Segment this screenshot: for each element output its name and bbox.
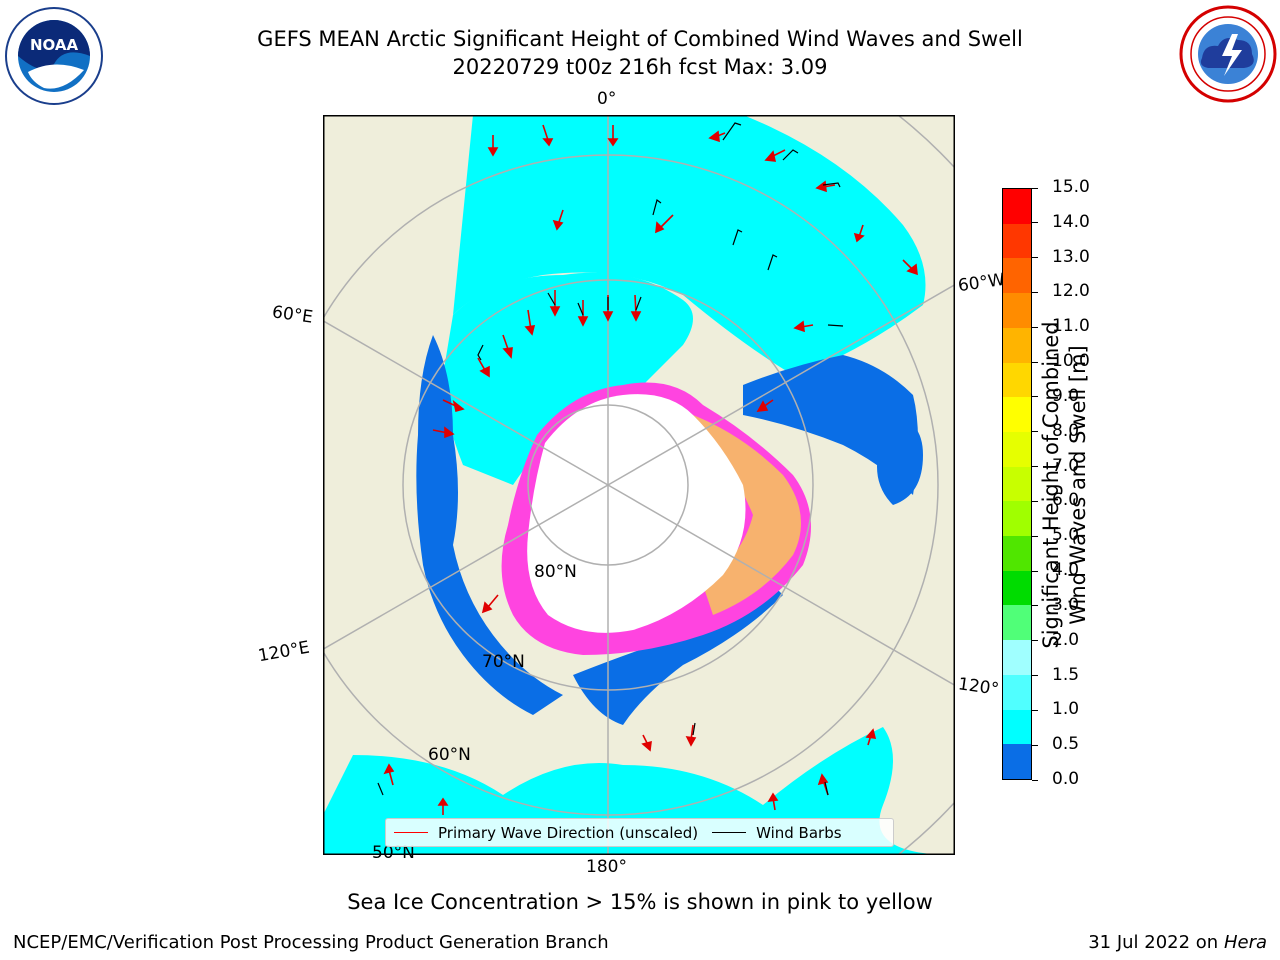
colorbar-segment: [1003, 605, 1031, 641]
legend-wave-label: Primary Wave Direction (unscaled): [438, 823, 699, 842]
colorbar-tick-label: 9.0: [1052, 385, 1080, 406]
ocean-barents-kara: [443, 272, 693, 485]
wave-direction-swatch: [394, 832, 428, 833]
chart-subtitle: 20220729 t00z 216h fcst Max: 3.09: [452, 55, 828, 79]
colorbar: [1002, 188, 1032, 780]
colorbar-tick-label: 1.0: [1052, 699, 1080, 720]
colorbar-segment: [1003, 293, 1031, 328]
ocean-north-atlantic: [453, 115, 926, 375]
colorbar-label: Significant Height of Combined Wind Wave…: [1038, 275, 1092, 695]
colorbar-tick-mark: [1032, 187, 1038, 189]
colorbar-tick-mark: [1032, 431, 1038, 433]
colorbar-tick-label: 7.0: [1052, 455, 1080, 476]
legend-barb-label: Wind Barbs: [756, 823, 842, 842]
colorbar-tick-mark: [1032, 744, 1038, 746]
colorbar-segment: [1003, 674, 1031, 710]
colorbar-tick-label: 3.0: [1052, 594, 1080, 615]
colorbar-tick-mark: [1032, 466, 1038, 468]
map-frame: [323, 115, 955, 855]
colorbar-tick-label: 8.0: [1052, 420, 1080, 441]
lon-label-60w: 60°W: [956, 269, 1007, 297]
colorbar-tick-label: 13.0: [1052, 246, 1090, 267]
colorbar-tick-label: 14.0: [1052, 211, 1090, 232]
colorbar-tick-label: 6.0: [1052, 490, 1080, 511]
colorbar-segment: [1003, 397, 1031, 432]
wave-zone-low-baffin: [743, 355, 918, 495]
polar-map: [323, 115, 955, 855]
colorbar-segment: [1003, 744, 1031, 779]
colorbar-tick-mark: [1032, 605, 1038, 607]
colorbar-segment: [1003, 640, 1031, 675]
colorbar-tick-mark: [1032, 535, 1038, 537]
footer-producer: NCEP/EMC/Verification Post Processing Pr…: [13, 932, 609, 953]
colorbar-label-line2: Wind Waves and Swell [m]: [1066, 345, 1090, 625]
colorbar-tick-mark: [1032, 361, 1038, 363]
colorbar-tick-mark: [1032, 396, 1038, 398]
colorbar-tick-label: 15.0: [1052, 177, 1090, 197]
lat-label-50n: 50°N: [372, 843, 415, 863]
colorbar-segment: [1003, 431, 1031, 467]
colorbar-tick-mark: [1032, 291, 1038, 293]
colorbar-tick-mark: [1032, 500, 1038, 502]
colorbar-segment: [1003, 466, 1031, 502]
chart-title: GEFS MEAN Arctic Significant Height of C…: [257, 27, 1023, 51]
sea-ice-note: Sea Ice Concentration > 15% is shown in …: [347, 890, 933, 914]
colorbar-tick-label: 0.0: [1052, 769, 1080, 789]
colorbar-tick-label: 0.5: [1052, 734, 1080, 755]
wind-barbs: [377, 122, 844, 796]
colorbar-tick-mark: [1032, 779, 1038, 781]
colorbar-tick-label: 11.0: [1052, 316, 1090, 337]
colorbar-segment: [1003, 258, 1031, 294]
colorbar-tick-label: 5.0: [1052, 525, 1080, 546]
footer-timestamp: 31 Jul 2022 on Hera: [1088, 932, 1267, 953]
colorbar-segment: [1003, 570, 1031, 606]
colorbar-tick-mark: [1032, 222, 1038, 224]
lon-label-120w: 120°: [956, 674, 1001, 700]
colorbar-segment: [1003, 362, 1031, 398]
noaa-logo-icon: NOAA: [4, 6, 104, 106]
colorbar-segment: [1003, 501, 1031, 537]
lat-label-70n: 70°N: [482, 652, 525, 672]
map-svg: [323, 115, 955, 855]
colorbar-ticks: 15.0 14.0 13.0 12.0 11.0 10.0 9.0 8.0 7.0 6.0 5.0 4…: [1032, 177, 1102, 789]
lon-label-0: 0°: [597, 89, 617, 109]
lon-label-60e: 60°E: [270, 302, 315, 328]
lon-label-120e: 120°E: [256, 637, 312, 667]
sea-ice-interior: [693, 415, 801, 615]
map-legend: Primary Wave Direction (unscaled) Wind B…: [385, 818, 894, 847]
nws-logo-icon: [1178, 4, 1278, 104]
colorbar-segment: [1003, 709, 1031, 745]
colorbar-tick-label: 10.0: [1052, 351, 1090, 372]
sea-ice-core: [527, 394, 746, 633]
colorbar-tick-mark: [1032, 570, 1038, 572]
colorbar-segment: [1003, 189, 1031, 224]
colorbar-tick-label: 2.0: [1052, 629, 1080, 650]
colorbar-tick-mark: [1032, 709, 1038, 711]
colorbar-tick-label: 1.5: [1052, 664, 1080, 685]
lat-label-60n: 60°N: [428, 745, 471, 765]
colorbar-tick-mark: [1032, 640, 1038, 642]
footer-machine: Hera: [1223, 932, 1267, 953]
colorbar-tick-label: 12.0: [1052, 281, 1090, 302]
colorbar-tick-mark: [1032, 675, 1038, 677]
noaa-text: NOAA: [29, 36, 79, 54]
colorbar-segment: [1003, 223, 1031, 259]
wave-zone-low-hudson: [877, 415, 923, 505]
colorbar-segment: [1003, 327, 1031, 363]
lat-label-80n: 80°N: [534, 562, 577, 582]
colorbar-tick-label: 4.0: [1052, 560, 1080, 581]
colorbar-tick-mark: [1032, 257, 1038, 259]
lon-label-180: 180°: [586, 857, 627, 877]
colorbar-segment: [1003, 536, 1031, 571]
colorbar-label-line1: Significant Height of Combined: [1039, 321, 1063, 649]
wind-barb-swatch: [712, 832, 747, 833]
colorbar-tick-mark: [1032, 326, 1038, 328]
primary-wave-arrows: [383, 124, 918, 815]
footer-date: 31 Jul 2022 on: [1088, 932, 1224, 953]
